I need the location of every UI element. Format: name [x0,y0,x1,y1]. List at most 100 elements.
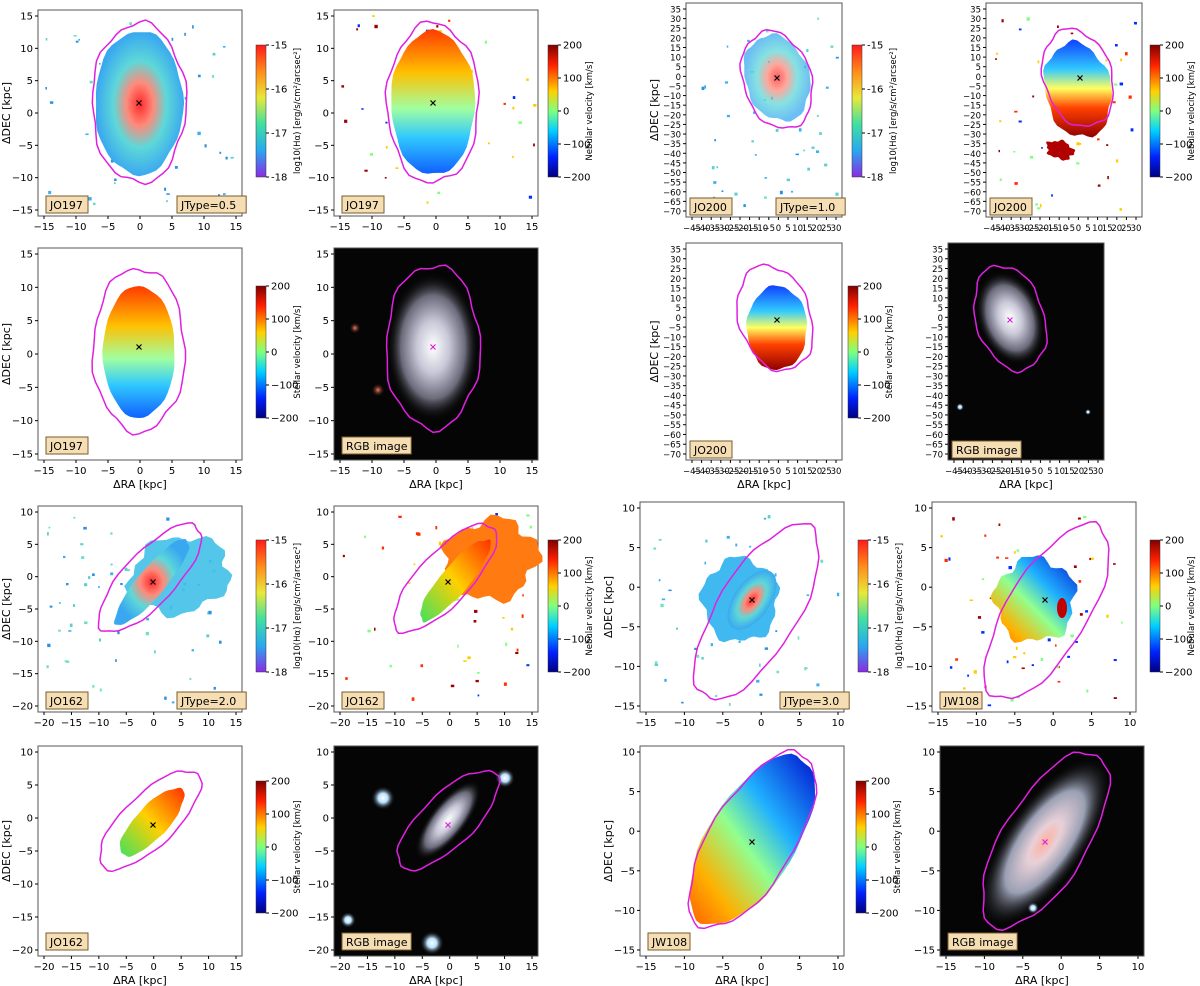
x-axis-label: ΔRA [kpc] [409,478,463,491]
colorbar-tick-label: −200 [563,173,590,184]
y-tick-label: 5 [323,316,329,327]
y-tick-label: −10 [308,416,329,427]
colorbar-tick-label: 200 [1165,536,1184,547]
speckle [836,592,840,597]
y-tick-label: 10 [670,54,681,64]
y-axis-label: ΔDEC [kpc] [0,323,13,385]
jtype-tag-box [176,195,247,214]
colorbar-tick-label: 0 [563,107,569,118]
speckle [436,25,439,28]
colorbar-tick-label: −200 [863,414,890,425]
speckle [820,559,824,563]
speckle [1039,203,1042,208]
y-tick-label: 0 [27,109,33,120]
speckle [450,684,455,688]
x-tick-label: −15 [935,962,956,973]
speckle [99,63,101,65]
speckle [1130,128,1134,132]
y-tick-label: −30 [663,131,681,141]
colorbar-tick-label: -18 [271,173,287,184]
x-tick-label: −5 [119,718,134,729]
y-tick-label: −50 [663,411,681,421]
colorbar-ramp [255,780,267,914]
speckle [756,679,760,683]
speckle [98,586,100,589]
x-axis-label: ΔRA [kpc] [737,478,791,491]
speckle [1106,614,1109,618]
y-tick-label: −5 [620,866,635,877]
speckle [984,534,987,537]
speckle [437,191,441,195]
y-tick-label: −65 [663,441,681,451]
galaxy-contour [91,19,188,186]
colorbar: -15 -16 -17 -18 log10(Hα) [erg/s/cm²/arcsec²… [255,41,303,184]
colorbar-tick-label: -15 [867,41,883,52]
y-tick-label: 10 [914,504,927,515]
speckle [73,604,75,608]
y-tick-label: 0 [27,350,33,361]
x-tick-label: 0 [151,718,157,729]
speckle [1014,110,1018,113]
speckle [701,86,705,91]
y-tick-label: −20 [963,111,981,121]
x-tick-label: −35 [702,467,720,477]
center-marker [445,822,451,828]
y-tick-label: 30 [670,15,681,25]
speckle [471,69,473,74]
speckle [502,617,505,619]
speckle [84,583,88,587]
colorbar-tick-label: -15 [271,536,287,547]
x-tick-label: −40 [993,224,1011,234]
y-tick-label: −20 [12,702,33,713]
speckle [495,513,498,517]
y-tick-label: −5 [18,141,33,152]
speckle [807,167,811,171]
y-tick-label: −70 [663,451,681,461]
x-tick-label: 10 [198,222,211,233]
x-tick-label: 0 [447,718,453,729]
speckle [952,517,955,521]
y-tick-label: −25 [925,363,943,373]
speckle [127,569,130,572]
speckle [1134,21,1137,25]
x-tick-label: −35 [1002,224,1020,234]
y-tick-label: −60 [925,431,943,441]
center-marker [136,344,142,350]
colorbar-ramp [855,780,867,914]
center-marker-b [445,822,451,828]
speckle [835,192,839,196]
speckle [1032,95,1035,98]
y-tick-label: −45 [663,159,681,169]
y-tick-label: −15 [614,946,635,957]
speckle [724,81,729,84]
y-tick-label: −50 [925,411,943,421]
speckle [129,22,132,26]
y-tick-label: −15 [12,669,33,680]
speckle [1023,652,1026,655]
y-tick-label: 0 [27,572,33,583]
speckle [1113,697,1117,699]
x-tick-label: 10 [1124,718,1137,729]
jtype-tag-text: JType=0.5 [180,199,236,212]
x-axis-label: ΔRA [kpc] [999,478,1053,491]
speckle [998,149,1001,153]
y-tick-label: −40 [663,392,681,402]
colorbar-tick-label: -16 [271,580,287,591]
galaxy-contour [396,769,501,872]
speckle [204,144,207,148]
y-tick-label: −10 [614,906,635,917]
speckle [146,618,150,621]
y-axis-label: ΔDEC [kpc] [0,578,13,640]
colorbar-tick-label: −100 [1165,140,1192,151]
colorbar-tick-label: 100 [1165,74,1184,85]
y-tick-label: 15 [670,44,681,54]
y-tick-label: −15 [308,206,329,217]
colorbar-tick-label: 100 [1165,569,1184,580]
speckle [1014,551,1016,554]
center-marker [1042,597,1048,603]
speckle [85,133,89,136]
colorbar-tick-label: 0 [863,348,869,359]
center-marker-b [150,579,156,585]
speckle [58,601,61,604]
y-tick-label: 10 [20,508,33,519]
